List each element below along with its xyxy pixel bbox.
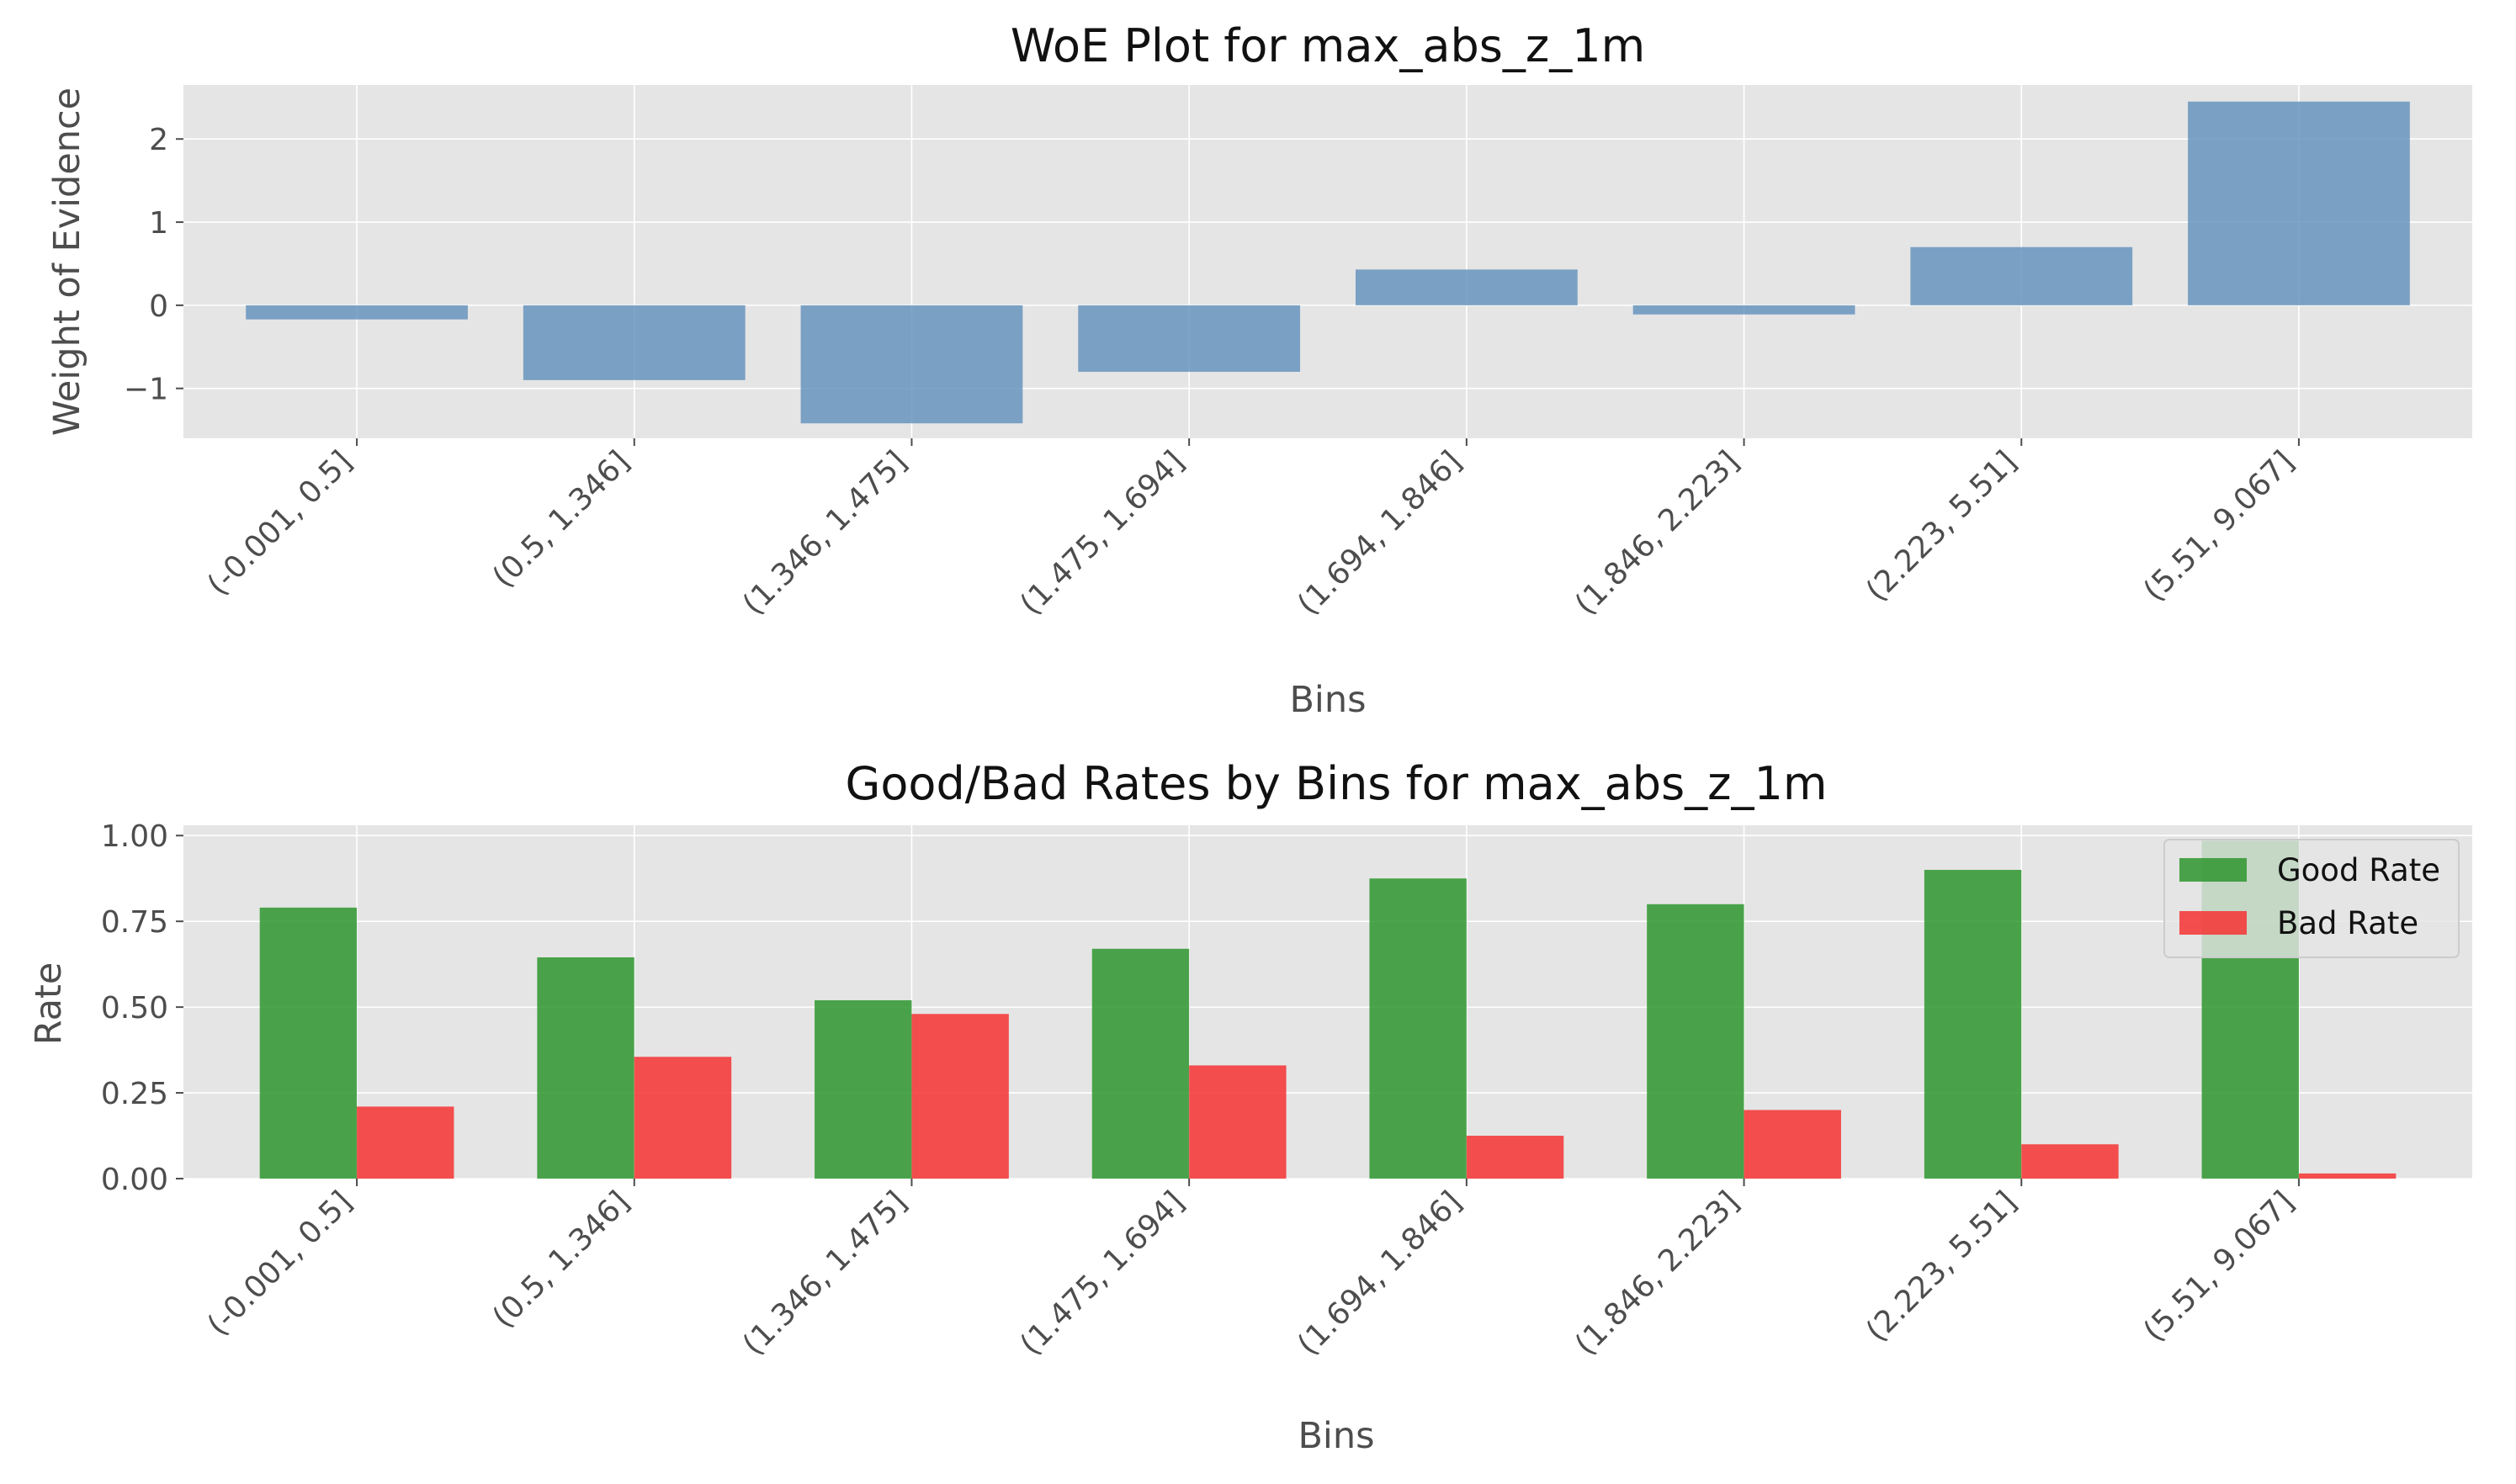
x-tick-label-5-51-9-067: (5.51, 9.067] [2137, 1185, 2301, 1349]
x-tick-label-0-001-0-5: (-0.001, 0.5] [201, 1185, 359, 1343]
woe-bar-6 [1632, 305, 1855, 315]
rates-legend: Good Rate Bad Rate [2163, 839, 2460, 958]
good-rate-bar-4 [1091, 948, 1190, 1179]
good-rate-bar-3 [815, 999, 912, 1179]
y-tick-label: −1 [124, 373, 168, 407]
woe-bar-2 [523, 305, 746, 380]
rates-y-ticks: 0.00 0.25 0.50 0.75 1.00 [101, 819, 183, 1197]
rates-x-ticks: (-0.001, 0.5] (0.5, 1.346] (1.346, 1.475] (… [201, 1179, 2301, 1362]
woe-y-axis-label: Weight of Evidence [46, 87, 88, 436]
y-tick-label: 1.00 [101, 819, 168, 854]
woe-x-axis-label: Bins [1289, 679, 1366, 721]
x-tick-label-1-694-1-846: (1.694, 1.846] [1291, 444, 1468, 622]
x-tick-label-1-346-1-475: (1.346, 1.475] [736, 1185, 914, 1362]
woe-bar-1 [246, 305, 468, 320]
good-rate-bar-2 [537, 957, 634, 1179]
x-tick-label-1-846-2-223: (1.846, 2.223] [1569, 1185, 1746, 1362]
x-tick-label-0-001-0-5: (-0.001, 0.5] [201, 444, 359, 602]
legend-label-good-rate: Good Rate [2277, 852, 2440, 888]
woe-y-ticks: −1 0 1 2 [124, 123, 183, 407]
x-tick-label-1-346-1-475: (1.346, 1.475] [736, 444, 914, 622]
rates-bars [259, 840, 2397, 1179]
rates-chart: 0.00 0.25 0.50 0.75 1.00 (-0.001, 0.5] (0.5, … [28, 757, 2472, 1457]
y-tick-label: 0.75 [101, 905, 168, 940]
x-tick-label-2-223-5-51: (2.223, 5.51] [1860, 1185, 2024, 1349]
bad-rate-bar-8 [2298, 1173, 2397, 1179]
x-tick-label-5-51-9-067: (5.51, 9.067] [2137, 444, 2301, 608]
bad-rate-bar-1 [357, 1106, 454, 1179]
x-tick-label-1-846-2-223: (1.846, 2.223] [1569, 444, 1746, 622]
legend-swatch-bad-rate [2179, 911, 2247, 935]
rates-x-axis-label: Bins [1298, 1415, 1374, 1457]
good-rate-bar-1 [259, 907, 358, 1179]
y-tick-label: 0.50 [101, 991, 168, 1026]
woe-bar-5 [1355, 269, 1578, 305]
legend-swatch-good-rate [2179, 858, 2247, 882]
y-tick-label: 1 [149, 206, 168, 241]
good-rate-bar-6 [1647, 904, 1744, 1179]
x-tick-label-0-5-1-346: (0.5, 1.346] [486, 1185, 636, 1334]
bad-rate-bar-3 [911, 1014, 1009, 1179]
woe-chart-title: WoE Plot for max_abs_z_1m [1011, 19, 1645, 72]
woe-bar-7 [1910, 246, 2133, 305]
rates-chart-title: Good/Bad Rates by Bins for max_abs_z_1m [846, 757, 1828, 810]
woe-chart: −1 0 1 2 (-0.001, 0.5] (0.5, 1.346] (1.346, 1… [46, 19, 2472, 721]
y-tick-label: 0.25 [101, 1077, 168, 1111]
bad-rate-bar-2 [634, 1057, 732, 1179]
good-rate-bar-7 [1924, 870, 2022, 1179]
woe-bar-8 [2188, 101, 2410, 305]
woe-bar-4 [1078, 305, 1301, 372]
x-tick-label-1-694-1-846: (1.694, 1.846] [1291, 1185, 1468, 1362]
y-tick-label: 0 [149, 289, 168, 324]
good-rate-bar-5 [1369, 878, 1467, 1179]
bad-rate-bar-6 [1744, 1110, 1841, 1179]
x-tick-label-0-5-1-346: (0.5, 1.346] [486, 444, 636, 594]
x-tick-label-1-475-1-694: (1.475, 1.694] [1014, 1185, 1192, 1362]
y-tick-label: 2 [149, 123, 168, 157]
woe-bars [246, 101, 2410, 424]
bad-rate-bar-4 [1189, 1065, 1287, 1179]
rates-plot-area [183, 825, 2472, 1179]
legend-label-bad-rate: Bad Rate [2277, 905, 2418, 941]
y-tick-label: 0.00 [101, 1163, 168, 1197]
x-tick-label-1-475-1-694: (1.475, 1.694] [1014, 444, 1192, 622]
bad-rate-bar-5 [1466, 1136, 1564, 1179]
woe-bar-3 [800, 305, 1023, 424]
woe-x-ticks: (-0.001, 0.5] (0.5, 1.346] (1.346, 1.475] (… [201, 438, 2301, 622]
bad-rate-bar-7 [2021, 1144, 2119, 1179]
x-tick-label-2-223-5-51: (2.223, 5.51] [1860, 444, 2024, 608]
rates-y-axis-label: Rate [28, 962, 70, 1046]
